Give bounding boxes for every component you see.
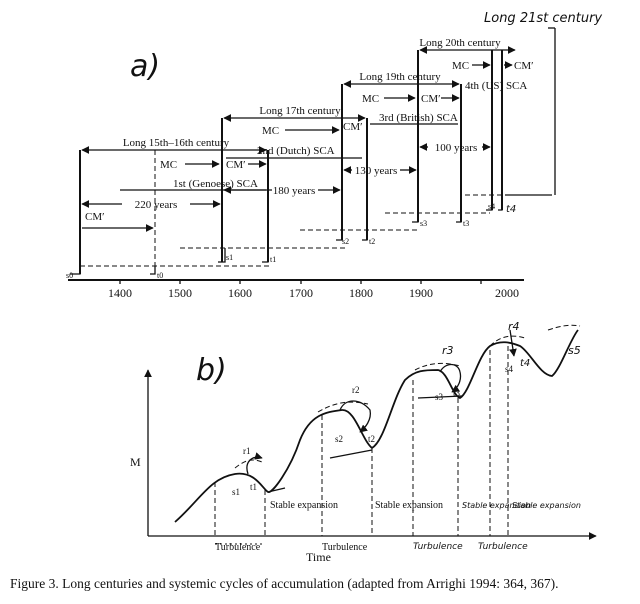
label-t4: t4 bbox=[506, 204, 516, 215]
label-t1: t1 bbox=[250, 482, 257, 492]
label-s0: s0 bbox=[66, 271, 73, 280]
label-mc-1: MC bbox=[160, 159, 177, 171]
baselines bbox=[80, 194, 552, 267]
label-s4: s4 bbox=[505, 364, 514, 374]
long-centuries: Long 15th–16th century Long 17th century… bbox=[81, 37, 516, 154]
point-labels-b: r1 s1 t1 r2 s2 t2 r3 s3 t3 r4 s4 t4 s5 bbox=[232, 320, 581, 497]
label-long-19: Long 19th century bbox=[359, 71, 441, 83]
branch-4-upper bbox=[489, 335, 526, 347]
label-turbulence-4: Turbulence bbox=[478, 542, 528, 552]
label-r4: r4 bbox=[508, 320, 520, 333]
panel-b-label: b) bbox=[196, 353, 227, 388]
branch-2-upper bbox=[317, 401, 369, 413]
label-stable-1: Stable expansion bbox=[270, 500, 338, 511]
label-sca-3: 3rd (British) SCA bbox=[379, 112, 458, 124]
durations: 220 years 180 years 130 years 100 years bbox=[81, 142, 491, 211]
tick-label: 1700 bbox=[289, 286, 313, 300]
r-arrow-1 bbox=[246, 452, 263, 475]
label-mc-2: MC bbox=[262, 125, 279, 137]
r-arrows bbox=[246, 329, 517, 475]
label-t2: t2 bbox=[368, 434, 375, 444]
step-s1 bbox=[218, 248, 226, 263]
figure-caption: Figure 3. Long centuries and systemic cy… bbox=[10, 576, 559, 591]
label-stable-3: Stable expansion bbox=[462, 501, 531, 510]
label-duration-1: 220 years bbox=[135, 199, 177, 211]
tick-label: 2000 bbox=[495, 286, 519, 300]
label-long-17: Long 17th century bbox=[259, 105, 341, 117]
label-s3: s3 bbox=[420, 219, 427, 228]
label-s4: s4 bbox=[488, 202, 495, 211]
label-turbulence-1: Turbulence bbox=[215, 542, 261, 553]
label-long-20: Long 20th century bbox=[419, 37, 501, 49]
label-r2: r2 bbox=[352, 385, 360, 395]
panel-a: a) Long 21st century 1400 1500 1600 1700… bbox=[66, 11, 602, 300]
r-arrow-4 bbox=[509, 329, 517, 357]
phase-dividers bbox=[214, 346, 509, 536]
label-duration-4: 100 years bbox=[435, 142, 477, 154]
r-arrow-2 bbox=[339, 400, 371, 433]
branches bbox=[234, 324, 581, 493]
label-cm-3: CM′ bbox=[343, 121, 363, 133]
label-turbulence-3: Turbulence bbox=[413, 542, 463, 552]
label-duration-3: 130 years bbox=[355, 165, 397, 177]
accumulation-curve bbox=[174, 329, 579, 523]
label-s1: s1 bbox=[232, 487, 240, 497]
label-s1: s1 bbox=[226, 253, 233, 262]
label-stable-4: Stable expansion bbox=[512, 501, 581, 510]
phase-labels: Turbulence Stable expansion Turbulence S… bbox=[215, 500, 581, 553]
label-sca-2: 2nd (Dutch) SCA bbox=[257, 145, 335, 157]
label-sca-1: 1st (Genoese) SCA bbox=[173, 178, 258, 190]
label-t1: t1 bbox=[270, 255, 276, 264]
label-sca-4: 4th (US) SCA bbox=[465, 80, 527, 92]
tick-label: 1900 bbox=[409, 286, 433, 300]
branch-1-upper bbox=[234, 459, 263, 469]
tick-label: 1400 bbox=[108, 286, 132, 300]
label-duration-2: 180 years bbox=[273, 185, 315, 197]
label-s5: s5 bbox=[568, 344, 581, 357]
label-s3: s3 bbox=[435, 392, 444, 402]
label-t2: t2 bbox=[369, 237, 375, 246]
tick-label: 1800 bbox=[349, 286, 373, 300]
label-t0: t0 bbox=[157, 271, 163, 280]
tick-label: 1600 bbox=[228, 286, 252, 300]
axis-ticks: 1400 1500 1600 1700 1800 1900 2000 bbox=[108, 280, 519, 300]
label-s2: s2 bbox=[342, 237, 349, 246]
label-cm-2: CM′ bbox=[226, 159, 246, 171]
point-labels-a: s0 t0 s1 t1 s2 t2 s3 t3 s4 t4 bbox=[66, 202, 516, 280]
y-axis-label: M bbox=[130, 455, 141, 469]
label-cm-5: CM′ bbox=[514, 60, 534, 72]
label-r1: r1 bbox=[243, 446, 251, 456]
tick-label: 1500 bbox=[168, 286, 192, 300]
x-axis-label: Time bbox=[306, 550, 331, 564]
r-arrow-3 bbox=[439, 363, 462, 393]
branch-2-lower bbox=[329, 449, 373, 459]
label-mc-4: MC bbox=[452, 60, 469, 72]
branch-1-lower bbox=[267, 487, 286, 493]
label-t3: t3 bbox=[463, 219, 469, 228]
label-long-15-16: Long 15th–16th century bbox=[123, 137, 230, 149]
label-turbulence-2: Turbulence bbox=[322, 542, 368, 553]
panel-b: b) M Time bbox=[130, 320, 597, 564]
label-t3: t3 bbox=[453, 388, 461, 398]
label-stable-2: Stable expansion bbox=[375, 500, 443, 511]
mc-cm-arrows: CM′ MC CM′ MC CM′ MC CM′ MC CM′ bbox=[82, 60, 534, 232]
label-t4: t4 bbox=[520, 358, 530, 369]
label-cm-1: CM′ bbox=[85, 211, 105, 223]
label-mc-3: MC bbox=[362, 93, 379, 105]
handwritten-title: Long 21st century bbox=[484, 11, 602, 26]
label-s2: s2 bbox=[335, 434, 343, 444]
step-t0 bbox=[150, 266, 156, 275]
panel-a-label: a) bbox=[130, 49, 160, 84]
label-cm-4: CM′ bbox=[421, 93, 441, 105]
sca-labels: 1st (Genoese) SCA 2nd (Dutch) SCA 3rd (B… bbox=[120, 80, 527, 191]
label-r3: r3 bbox=[442, 344, 454, 357]
branch-5-upper bbox=[547, 324, 581, 331]
branch-3-lower bbox=[417, 395, 463, 399]
